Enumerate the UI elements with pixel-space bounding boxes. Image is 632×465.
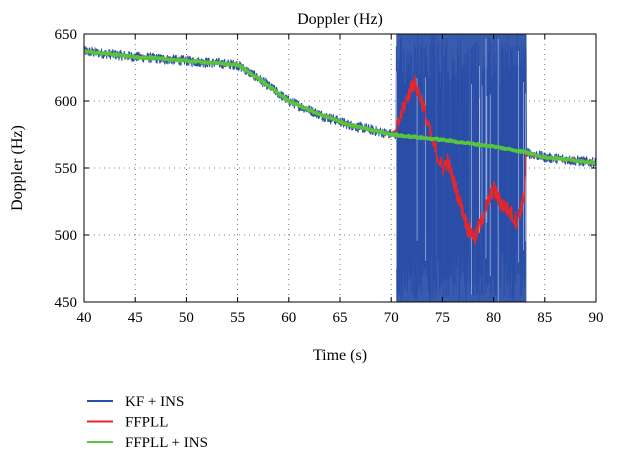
x-tick-label: 45	[128, 310, 143, 326]
x-tick-label: 90	[589, 310, 604, 326]
x-tick-label: 60	[281, 310, 296, 326]
chart-title: Doppler (Hz)	[297, 11, 383, 28]
y-tick-label: 600	[55, 94, 78, 110]
legend: KF + INS FFPLL FFPLL + INS	[87, 394, 208, 451]
y-tick-label: 500	[55, 228, 78, 244]
x-axis-label: Time (s)	[313, 347, 367, 364]
y-axis-label: Doppler (Hz)	[9, 125, 26, 211]
x-tick-label: 75	[435, 310, 450, 326]
x-tick-label: 80	[486, 310, 501, 326]
y-tick-label: 450	[55, 295, 78, 311]
x-tick-label: 50	[179, 310, 194, 326]
legend-label: KF + INS	[125, 394, 184, 410]
grid	[84, 34, 596, 302]
x-tick-label: 70	[384, 310, 399, 326]
series-ffpll-ins-line	[83, 48, 597, 165]
series-kf-ins-outage-band	[396, 34, 527, 302]
x-tick-label: 65	[333, 310, 348, 326]
legend-label: FFPLL	[125, 415, 168, 431]
axis-ticks: 40 45 50 55 60 65 70 75 80 85 90 450 500 550 600 650	[55, 27, 604, 326]
y-tick-label: 650	[55, 27, 78, 43]
plot-area	[83, 34, 597, 302]
x-tick-label: 85	[537, 310, 552, 326]
x-tick-label: 40	[77, 310, 92, 326]
x-tick-label: 55	[230, 310, 245, 326]
legend-label: FFPLL + INS	[125, 435, 208, 451]
y-tick-label: 550	[55, 161, 78, 177]
